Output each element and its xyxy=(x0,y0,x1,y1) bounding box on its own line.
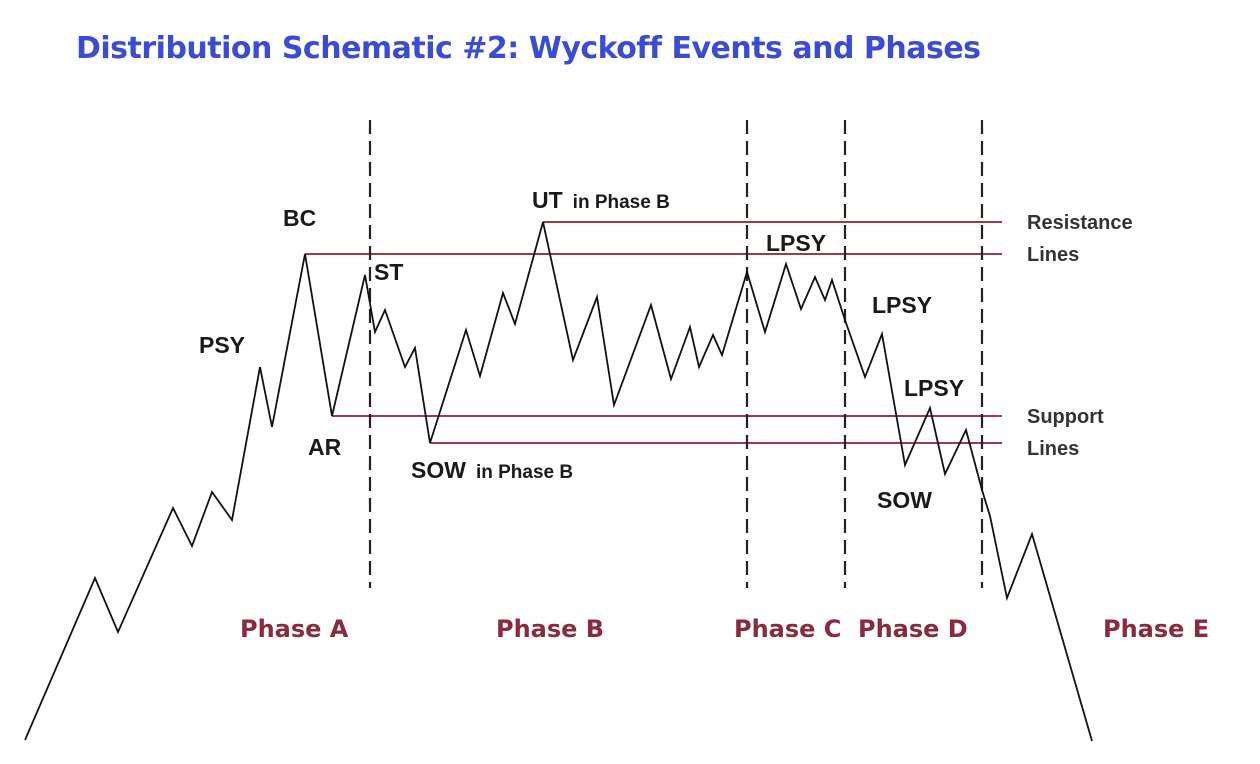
label-resistance: Resistance xyxy=(1027,212,1133,234)
price-path xyxy=(24,221,1093,742)
label-resistance-lines: Lines xyxy=(1027,244,1079,266)
label-phase-d: Phase D xyxy=(858,615,968,643)
label-st: ST xyxy=(374,259,403,285)
label-phase-e: Phase E xyxy=(1103,615,1209,643)
level-lines xyxy=(305,221,1002,444)
label-support: Support xyxy=(1027,406,1104,428)
label-bc: BC xyxy=(283,205,316,231)
label-sow-b-suffix: in Phase B xyxy=(476,462,573,483)
label-sow-b: SOW xyxy=(411,457,466,483)
label-support-lines: Lines xyxy=(1027,438,1079,460)
label-phase-c: Phase C xyxy=(734,615,841,643)
label-sow-in-phase-b: SOW in Phase B xyxy=(411,457,573,483)
label-lpsy-phase-c: LPSY xyxy=(766,230,826,256)
label-sow: SOW xyxy=(877,487,932,513)
label-ut-in-phase-b: UT in Phase B xyxy=(532,187,670,213)
label-phase-b: Phase B xyxy=(496,615,604,643)
label-lpsy-phase-d-upper: LPSY xyxy=(872,292,932,318)
label-ut: UT xyxy=(532,187,563,213)
label-lpsy-phase-d-lower: LPSY xyxy=(904,375,964,401)
label-psy: PSY xyxy=(199,332,245,358)
label-ut-suffix: in Phase B xyxy=(573,192,670,213)
phase-dividers xyxy=(368,120,984,588)
label-phase-a: Phase A xyxy=(240,615,349,643)
label-ar: AR xyxy=(308,434,342,460)
diagram-title: Distribution Schematic #2: Wyckoff Event… xyxy=(76,31,981,66)
